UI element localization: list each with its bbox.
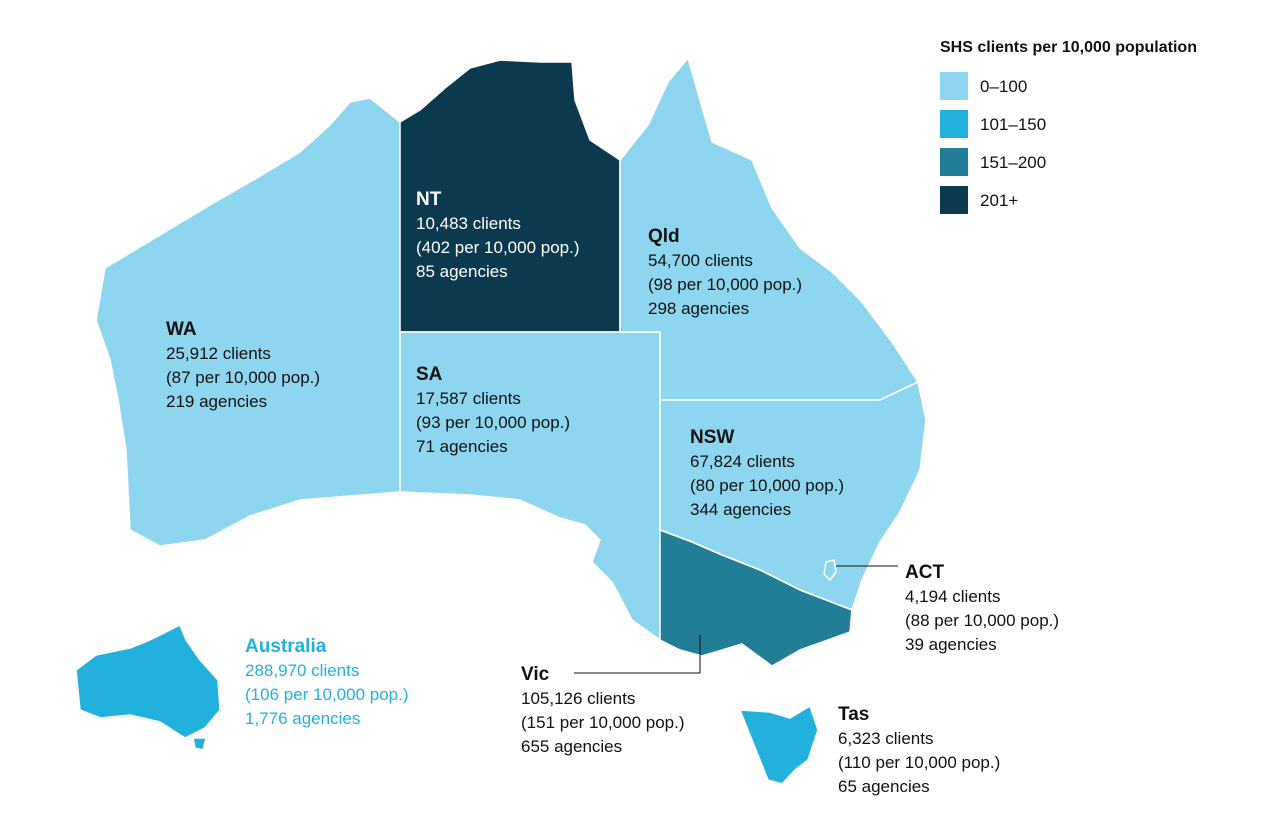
region-clients: 67,824 clients	[690, 452, 795, 471]
region-rate: (110 per 10,000 pop.)	[838, 753, 1000, 772]
region-name: SA	[416, 364, 443, 385]
region-clients: 17,587 clients	[416, 389, 521, 408]
region-name: Tas	[838, 704, 869, 725]
region-act	[823, 559, 837, 581]
region-rate: (98 per 10,000 pop.)	[648, 275, 802, 294]
region-clients: 25,912 clients	[166, 344, 271, 363]
legend-swatch	[940, 72, 968, 100]
region-name: Vic	[521, 664, 550, 685]
national-name: Australia	[245, 636, 327, 657]
national-rate: (106 per 10,000 pop.)	[245, 685, 409, 704]
legend-swatch	[940, 186, 968, 214]
region-agencies: 85 agencies	[416, 262, 508, 281]
region-clients: 6,323 clients	[838, 729, 933, 748]
region-agencies: 344 agencies	[690, 500, 791, 519]
region-clients: 54,700 clients	[648, 251, 753, 270]
region-agencies: 39 agencies	[905, 635, 997, 654]
national-clients: 288,970 clients	[245, 661, 359, 680]
region-clients: 10,483 clients	[416, 214, 521, 233]
region-rate: (88 per 10,000 pop.)	[905, 611, 1059, 630]
region-name: ACT	[905, 562, 944, 583]
region-tas	[739, 705, 819, 785]
region-rate: (80 per 10,000 pop.)	[690, 476, 844, 495]
region-agencies: 298 agencies	[648, 299, 749, 318]
region-rate: (93 per 10,000 pop.)	[416, 413, 570, 432]
national-agencies: 1,776 agencies	[245, 709, 360, 728]
region-name: WA	[166, 319, 197, 340]
region-wa	[95, 97, 401, 547]
legend-label: 0–100	[980, 77, 1027, 96]
region-agencies: 71 agencies	[416, 437, 508, 456]
national-tas	[192, 737, 207, 751]
region-agencies: 219 agencies	[166, 392, 267, 411]
legend-swatch	[940, 148, 968, 176]
region-clients: 105,126 clients	[521, 689, 635, 708]
national-map	[75, 624, 221, 739]
legend-label: 151–200	[980, 153, 1046, 172]
region-rate: (87 per 10,000 pop.)	[166, 368, 320, 387]
region-clients: 4,194 clients	[905, 587, 1000, 606]
region-rate: (402 per 10,000 pop.)	[416, 238, 580, 257]
region-name: NSW	[690, 427, 734, 448]
region-name: NT	[416, 189, 442, 210]
region-vic	[659, 529, 853, 667]
region-rate: (151 per 10,000 pop.)	[521, 713, 685, 732]
region-qld	[619, 57, 919, 401]
legend-label: 101–150	[980, 115, 1046, 134]
region-agencies: 655 agencies	[521, 737, 622, 756]
legend-label: 201+	[980, 191, 1018, 210]
region-name: Qld	[648, 226, 680, 247]
legend-title: SHS clients per 10,000 population	[940, 39, 1197, 56]
legend-swatch	[940, 110, 968, 138]
region-agencies: 65 agencies	[838, 777, 930, 796]
